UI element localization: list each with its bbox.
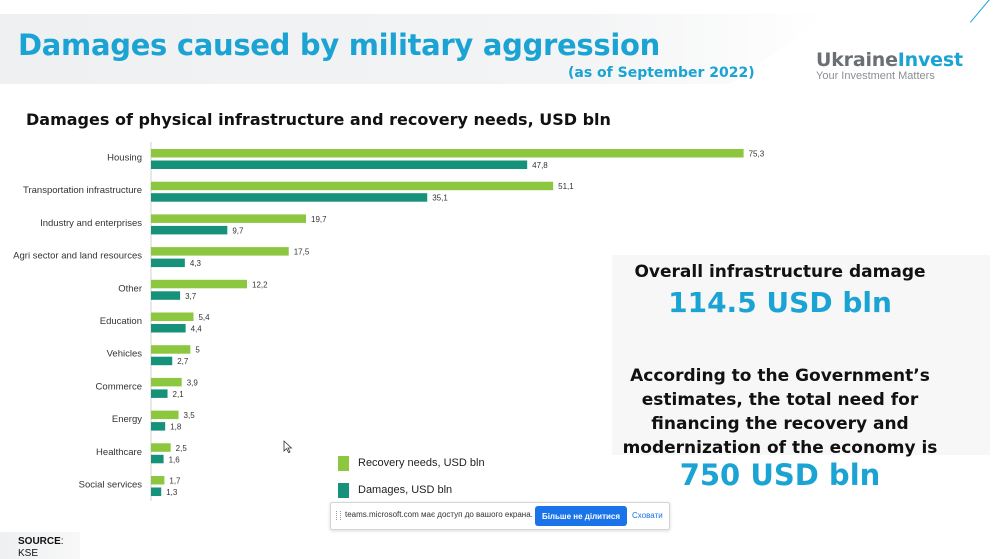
category-label: Housing (107, 153, 142, 164)
slide-title: Damages caused by military aggression (18, 28, 660, 62)
government-estimate-value: 750 USD bln (679, 458, 881, 492)
source-label: SOURCE: (18, 536, 64, 547)
data-label: 5,4 (198, 313, 210, 322)
data-label: 1,6 (169, 455, 181, 464)
damages-bar (151, 324, 186, 333)
category-label: Other (118, 283, 142, 294)
drag-handle-icon[interactable] (336, 511, 341, 520)
screen-share-bar: teams.microsoft.com має доступ до вашого… (330, 502, 670, 530)
category-label: Commerce (96, 381, 142, 392)
category-label: Social services (79, 480, 143, 491)
damages-bar (151, 389, 168, 398)
source-label-colon: : (60, 536, 64, 547)
recovery-bar (151, 476, 165, 485)
stop-sharing-button[interactable]: Більше не ділитися (535, 506, 627, 526)
damages-bar (151, 258, 185, 268)
overall-damage-value: 114.5 USD bln (668, 286, 892, 319)
damages-bar (151, 291, 181, 300)
slide-subtitle: (as of September 2022) (568, 65, 755, 81)
data-label: 47,8 (532, 161, 548, 170)
legend-swatch-damages (338, 483, 349, 498)
data-label: 4,4 (191, 325, 203, 334)
recovery-bar (151, 443, 171, 452)
legend-label-recovery: Recovery needs, USD bln (358, 457, 485, 469)
data-label: 17,5 (294, 248, 310, 257)
category-label: Transportation infrastructure (23, 185, 142, 196)
data-label: 35,1 (432, 194, 448, 203)
data-label: 4,3 (190, 259, 202, 268)
recovery-bar (151, 214, 307, 223)
overall-damage-label: Overall infrastructure damage (634, 262, 926, 282)
category-label: Agri sector and land resources (13, 251, 142, 262)
logo-part2: Invest (897, 49, 963, 71)
screen-share-notice: teams.microsoft.com має доступ до вашого… (345, 510, 533, 519)
data-label: 1,7 (169, 477, 181, 486)
damages-bar (151, 422, 166, 431)
government-estimate-line: According to the Government’s (630, 366, 930, 386)
damages-bar (151, 225, 228, 235)
corner-accent-line (970, 0, 996, 23)
category-label: Energy (112, 414, 142, 425)
data-label: 2,7 (177, 357, 189, 366)
recovery-bar (151, 345, 191, 354)
damages-bar (151, 193, 428, 202)
government-estimate-text: According to the Government’s estimates,… (620, 364, 940, 460)
hide-button[interactable]: Сховати (632, 511, 663, 520)
category-label: Industry and enterprises (40, 218, 142, 229)
logo-part1: Ukraine (816, 49, 898, 71)
government-estimate-line: modernization of the economy is (622, 438, 938, 458)
recovery-bar (151, 247, 289, 256)
legend-swatch-recovery (338, 456, 349, 471)
bar-chart: Housing 75,3 47,8 Transportation infrastruc… (13, 142, 765, 501)
data-label: 5 (195, 346, 200, 355)
data-label: 51,1 (558, 182, 574, 191)
recovery-bar (151, 279, 248, 289)
recovery-bar (151, 410, 179, 420)
data-label: 19,7 (311, 215, 327, 224)
data-label: 1,8 (170, 423, 182, 432)
chart-title: Damages of physical infrastructure and r… (26, 110, 611, 129)
ukraineinvest-logo: UkraineInvest Your Investment Matters (816, 49, 963, 82)
damages-bar (151, 356, 173, 366)
category-label: Education (100, 316, 142, 327)
data-label: 3,5 (184, 411, 196, 420)
source-band (0, 532, 80, 559)
data-label: 1,3 (166, 488, 178, 497)
recovery-bar (151, 377, 182, 387)
mouse-cursor-icon (283, 440, 293, 454)
data-label: 2,1 (173, 390, 185, 399)
header-band (0, 14, 830, 84)
logo-tagline: Your Investment Matters (816, 70, 935, 82)
recovery-bar (151, 181, 554, 191)
damages-bar (151, 160, 528, 169)
data-label: 75,3 (749, 150, 765, 159)
logo-wordmark: UkraineInvest (816, 49, 963, 71)
recovery-bar (151, 312, 194, 321)
stats-panel (612, 255, 990, 455)
damages-bar (151, 487, 162, 496)
category-label: Vehicles (107, 349, 143, 360)
data-label: 3,7 (185, 292, 197, 301)
data-label: 3,9 (187, 378, 199, 387)
data-label: 2,5 (176, 444, 188, 453)
legend-label-damages: Damages, USD bln (358, 484, 453, 496)
recovery-bar (151, 149, 744, 158)
government-estimate-line: financing the recovery and (651, 414, 909, 434)
data-label: 12,2 (252, 280, 268, 289)
government-estimate-line: estimates, the total need for (641, 390, 919, 410)
data-label: 9,7 (232, 226, 244, 235)
damages-bar (151, 454, 164, 464)
source-label-text: SOURCE (18, 536, 61, 547)
source-value: KSE (18, 548, 39, 559)
category-label: Healthcare (96, 447, 142, 458)
